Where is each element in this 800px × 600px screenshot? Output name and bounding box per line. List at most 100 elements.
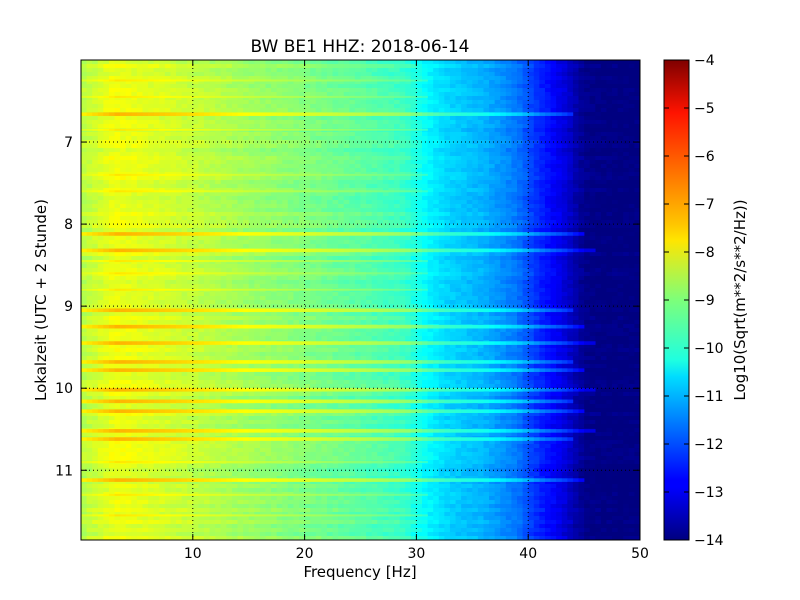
heatmap-cell — [326, 96, 334, 101]
heatmap-cell — [377, 220, 384, 225]
heatmap-cell — [472, 168, 479, 173]
heatmap-cell — [287, 152, 295, 157]
heatmap-cell — [528, 160, 535, 165]
heatmap-cell — [494, 208, 501, 213]
heatmap-cell — [382, 96, 390, 101]
heatmap-cell — [187, 240, 194, 245]
heatmap-cell — [612, 68, 619, 73]
heatmap-cell — [321, 88, 328, 93]
heatmap-cell — [572, 212, 580, 217]
heatmap-cell — [343, 132, 350, 137]
heatmap-cell — [567, 128, 574, 133]
heatmap-cell — [276, 160, 283, 165]
heatmap-cell — [421, 240, 429, 245]
heatmap-cell — [226, 156, 233, 161]
heatmap-cell — [248, 100, 255, 105]
heatmap-cell — [561, 96, 568, 101]
heatmap-cell — [332, 84, 339, 89]
heatmap-cell — [181, 192, 188, 197]
heatmap-cell — [511, 104, 518, 109]
heatmap-cell — [226, 124, 233, 129]
heatmap-cell — [354, 68, 362, 73]
heatmap-cell — [86, 168, 93, 173]
heatmap-cell — [192, 116, 199, 121]
heatmap-cell — [528, 84, 535, 89]
heatmap-cell — [394, 84, 401, 89]
heatmap-cell — [304, 64, 311, 69]
heatmap-cell — [209, 80, 216, 85]
heatmap-cell — [86, 236, 93, 241]
heatmap-cell — [81, 76, 88, 81]
heatmap-cell — [572, 132, 580, 137]
heatmap-cell — [388, 156, 395, 161]
heatmap-cell — [271, 176, 278, 181]
heatmap-cell — [170, 200, 177, 205]
heatmap-cell — [136, 120, 144, 125]
heatmap-cell — [136, 224, 144, 229]
heatmap-cell — [595, 148, 602, 153]
heatmap-cell — [131, 120, 138, 125]
heatmap-cell — [293, 228, 300, 233]
heatmap-cell — [148, 168, 155, 173]
heatmap-cell — [192, 204, 199, 209]
heatmap-cell — [517, 140, 524, 145]
heatmap-cell — [589, 108, 596, 113]
heatmap-cell — [382, 224, 390, 229]
heatmap-cell — [600, 128, 608, 133]
heatmap-cell — [92, 104, 99, 109]
heatmap-cell — [600, 184, 608, 189]
heatmap-cell — [271, 240, 278, 245]
heatmap-cell — [114, 256, 121, 261]
heatmap-cell — [612, 72, 619, 77]
heatmap-cell — [589, 116, 596, 121]
heatmap-cell — [215, 228, 222, 233]
heatmap-cell — [455, 204, 462, 209]
heatmap-cell — [271, 216, 278, 221]
heatmap-cell — [338, 76, 345, 81]
heatmap-cell — [489, 228, 496, 233]
heatmap-cell — [382, 156, 390, 161]
heatmap-cell — [617, 68, 624, 73]
heatmap-cell — [539, 176, 546, 181]
heatmap-cell — [410, 104, 417, 109]
heatmap-cell — [97, 148, 104, 153]
heatmap-cell — [416, 84, 423, 89]
heatmap-cell — [511, 252, 518, 257]
heatmap-cell — [461, 252, 468, 257]
heatmap-cell — [556, 208, 563, 213]
heatmap-cell — [489, 72, 496, 77]
heatmap-cell — [461, 148, 468, 153]
heatmap-cell — [394, 180, 401, 185]
heatmap-cell — [623, 68, 630, 73]
heatmap-cell — [276, 256, 283, 261]
heatmap-cell — [265, 100, 272, 105]
heatmap-cell — [382, 236, 390, 241]
heatmap-cell — [203, 96, 211, 101]
heatmap-cell — [299, 100, 306, 105]
heatmap-cell — [522, 144, 529, 149]
heatmap-cell — [600, 164, 608, 169]
heatmap-cell — [405, 116, 412, 121]
heatmap-cell — [271, 196, 278, 201]
heatmap-cell — [220, 196, 227, 201]
heatmap-cell — [332, 144, 339, 149]
heatmap-cell — [483, 132, 490, 137]
heatmap-cell — [466, 76, 473, 81]
heatmap-cell — [142, 60, 149, 65]
heatmap-cell — [220, 224, 227, 229]
chart-title: BW BE1 HHZ: 2018-06-14 — [250, 37, 469, 57]
heatmap-cell — [528, 196, 535, 201]
heatmap-cell — [192, 224, 199, 229]
heatmap-cell — [600, 220, 608, 225]
heatmap-cell — [304, 92, 311, 97]
heatmap-cell — [472, 132, 479, 137]
heatmap-cell — [164, 160, 172, 165]
heatmap-cell — [578, 224, 585, 229]
heatmap-cell — [421, 136, 429, 141]
heatmap-cell — [97, 108, 104, 113]
heatmap-cell — [153, 240, 160, 245]
heatmap-cell — [321, 160, 328, 165]
heatmap-cell — [142, 256, 149, 261]
heatmap-cell — [472, 100, 479, 105]
heatmap-cell — [148, 204, 155, 209]
